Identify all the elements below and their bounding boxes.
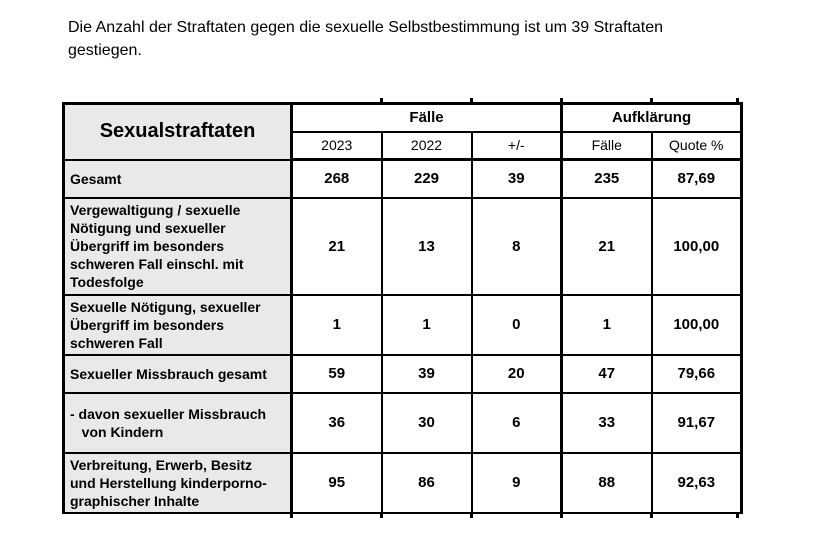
- table-crop-mark: [290, 513, 293, 518]
- statistics-table: Sexualstraftaten Fälle Aufklärung 2023 2…: [62, 102, 744, 514]
- table-crop-mark: [470, 98, 473, 102]
- cell-value: 86: [380, 451, 473, 514]
- cell-value: 21: [290, 196, 383, 296]
- cell-value: 100,00: [650, 196, 743, 296]
- cell-value: 8: [470, 196, 563, 296]
- table-row: Vergewaltigung / sexuelle Nötigung und s…: [62, 196, 743, 296]
- col-header-2023: 2023: [290, 130, 383, 161]
- cell-value: 0: [470, 293, 563, 356]
- intro-text: Die Anzahl der Straftaten gegen die sexu…: [68, 19, 664, 59]
- cell-value: 92,63: [650, 451, 743, 514]
- cell-value: 6: [470, 391, 563, 454]
- cell-value: 88: [560, 451, 653, 514]
- table-row: Gesamt 268 229 39 235 87,69: [62, 158, 743, 199]
- group-header-faelle: Fälle: [290, 102, 563, 133]
- cell-value: 47: [560, 353, 653, 394]
- table-crop-mark: [380, 513, 383, 518]
- group-header-aufklaerung: Aufklärung: [560, 102, 743, 133]
- table-crop-mark: [650, 98, 653, 102]
- cell-value: 30: [380, 391, 473, 454]
- cell-value: 36: [290, 391, 383, 454]
- cell-value: 95: [290, 451, 383, 514]
- cell-value: 79,66: [650, 353, 743, 394]
- cell-value: 33: [560, 391, 653, 454]
- col-header-quote: Quote %: [650, 130, 743, 161]
- cell-value: 87,69: [650, 158, 743, 199]
- cell-value: 268: [290, 158, 383, 199]
- cell-value: 13: [380, 196, 473, 296]
- col-header-diff: +/-: [470, 130, 563, 161]
- table-row: Sexueller Missbrauch gesamt 59 39 20 47 …: [62, 353, 743, 394]
- table-crop-mark: [560, 513, 563, 518]
- cell-value: 39: [380, 353, 473, 394]
- cell-value: 229: [380, 158, 473, 199]
- cell-value: 21: [560, 196, 653, 296]
- table-row: - davon sexueller Missbrauch von Kindern…: [62, 391, 743, 454]
- table-crop-mark: [560, 98, 563, 102]
- row-label: Verbreitung, Erwerb, Besitz und Herstell…: [62, 451, 293, 514]
- row-label: Sexueller Missbrauch gesamt: [62, 353, 293, 394]
- col-header-faelle: Fälle: [560, 130, 653, 161]
- cell-value: 1: [380, 293, 473, 356]
- statistics-table-container: Sexualstraftaten Fälle Aufklärung 2023 2…: [62, 98, 744, 518]
- table-crop-mark: [470, 513, 473, 518]
- table-row: Sexuelle Nötigung, sexueller Übergriff i…: [62, 293, 743, 356]
- table-crop-mark: [650, 513, 653, 518]
- cell-value: 100,00: [650, 293, 743, 356]
- cell-value: 235: [560, 158, 653, 199]
- group-header-row: Sexualstraftaten Fälle Aufklärung: [62, 102, 743, 161]
- cell-value: 1: [290, 293, 383, 356]
- cell-value: 39: [470, 158, 563, 199]
- row-label: - davon sexueller Missbrauch von Kindern: [62, 391, 293, 454]
- cell-value: 1: [560, 293, 653, 356]
- table-title: Sexualstraftaten: [62, 102, 293, 161]
- row-label: Vergewaltigung / sexuelle Nötigung und s…: [62, 196, 293, 296]
- cell-value: 20: [470, 353, 563, 394]
- table-crop-mark: [736, 513, 739, 518]
- row-label: Sexuelle Nötigung, sexueller Übergriff i…: [62, 293, 293, 356]
- cell-value: 59: [290, 353, 383, 394]
- row-label: Gesamt: [62, 158, 293, 199]
- cell-value: 9: [470, 451, 563, 514]
- cell-value: 91,67: [650, 391, 743, 454]
- sub-header-row: 2023 2022 +/- Fälle Quote %: [64, 130, 743, 161]
- col-header-2022: 2022: [380, 130, 473, 161]
- table-row: Verbreitung, Erwerb, Besitz und Herstell…: [62, 451, 743, 514]
- table-crop-mark: [736, 98, 739, 102]
- table-crop-mark: [380, 98, 383, 102]
